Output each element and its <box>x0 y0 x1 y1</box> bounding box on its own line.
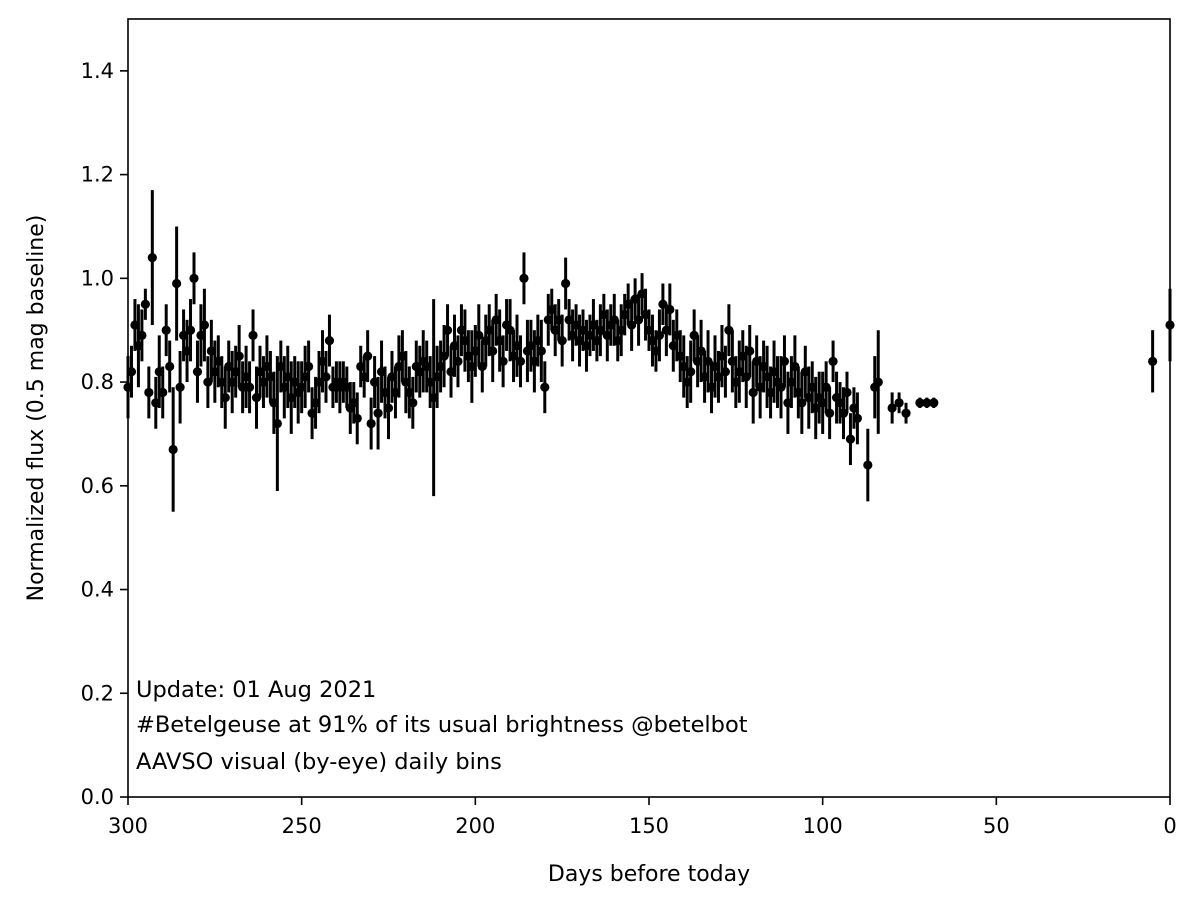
data-point <box>140 299 150 309</box>
data-point <box>536 346 546 356</box>
data-point <box>175 382 185 392</box>
data-point <box>442 325 453 335</box>
data-point <box>540 382 550 392</box>
data-point <box>172 278 182 289</box>
axis-ticks: 300 250 200 150 100 50 0 0.0 0.2 0.4 0.6 0.8 1.0 1.2 1… <box>81 59 1177 838</box>
annotation-update: Update: 01 Aug 2021 <box>136 677 376 703</box>
data-point <box>498 356 508 366</box>
data-point <box>199 320 210 330</box>
x-tick-label: 100 <box>803 814 843 838</box>
data-point <box>352 413 362 423</box>
data-point <box>842 387 852 398</box>
data-point <box>158 387 168 398</box>
data-point <box>519 273 529 283</box>
data-point <box>887 403 897 413</box>
data-point <box>922 398 932 408</box>
y-tick-label: 1.2 <box>81 163 114 187</box>
data-point <box>304 361 314 372</box>
data-point <box>561 278 571 289</box>
x-tick-label: 300 <box>108 814 148 838</box>
data-point <box>408 398 418 408</box>
data-point <box>488 346 498 356</box>
data-point <box>515 356 526 366</box>
data-point <box>161 325 171 335</box>
data-points <box>123 190 1175 512</box>
data-point <box>745 346 755 356</box>
data-point <box>894 398 904 408</box>
data-point <box>234 351 244 361</box>
annotation-source: AAVSO visual (by-eye) daily bins <box>136 749 502 775</box>
data-point <box>627 320 637 330</box>
data-point <box>873 377 883 387</box>
data-point <box>168 444 178 455</box>
data-point <box>144 387 154 398</box>
data-point <box>373 408 383 418</box>
data-point <box>453 356 463 366</box>
data-point <box>720 367 731 377</box>
data-point <box>244 382 255 392</box>
data-point <box>324 335 335 346</box>
x-tick-label: 250 <box>282 814 322 838</box>
y-tick-label: 0.2 <box>81 681 114 705</box>
data-point <box>852 413 863 423</box>
data-point <box>321 372 331 382</box>
data-point <box>633 315 644 325</box>
x-axis-label: Days before today <box>548 862 750 887</box>
data-point <box>863 460 873 470</box>
data-point <box>748 387 758 398</box>
data-point <box>126 367 137 377</box>
data-point <box>147 252 157 263</box>
x-tick-label: 200 <box>455 814 495 838</box>
data-point <box>845 434 856 444</box>
data-point <box>665 304 675 315</box>
y-tick-label: 1.4 <box>81 59 114 83</box>
data-point <box>192 367 203 377</box>
data-point <box>825 408 835 418</box>
data-point <box>272 418 282 429</box>
data-point <box>137 330 147 340</box>
data-point <box>189 273 199 283</box>
data-point <box>654 330 665 340</box>
data-point <box>901 408 911 418</box>
data-point <box>165 361 175 372</box>
data-point <box>686 367 696 377</box>
data-point <box>929 398 939 408</box>
data-point <box>915 398 925 408</box>
data-point <box>185 325 196 335</box>
y-tick-label: 1.0 <box>81 266 114 290</box>
data-point <box>366 418 376 429</box>
y-tick-label: 0.6 <box>81 474 114 498</box>
data-point <box>220 393 230 403</box>
x-tick-label: 0 <box>1163 814 1176 838</box>
data-point <box>828 356 838 366</box>
data-point <box>248 330 258 340</box>
data-point <box>1148 356 1158 366</box>
data-point <box>383 403 394 413</box>
data-point <box>363 351 373 361</box>
annotation-brightness: #Betelgeuse at 91% of its usual brightne… <box>136 712 748 738</box>
y-tick-label: 0.0 <box>81 785 114 809</box>
data-point <box>557 335 567 346</box>
y-tick-label: 0.4 <box>81 578 114 602</box>
y-tick-label: 0.8 <box>81 370 114 394</box>
x-tick-label: 150 <box>629 814 669 838</box>
y-axis-label: Normalized flux (0.5 mag baseline) <box>24 215 49 602</box>
data-point <box>474 330 484 340</box>
data-point <box>779 356 790 366</box>
data-point <box>797 398 807 408</box>
x-tick-label: 50 <box>983 814 1010 838</box>
